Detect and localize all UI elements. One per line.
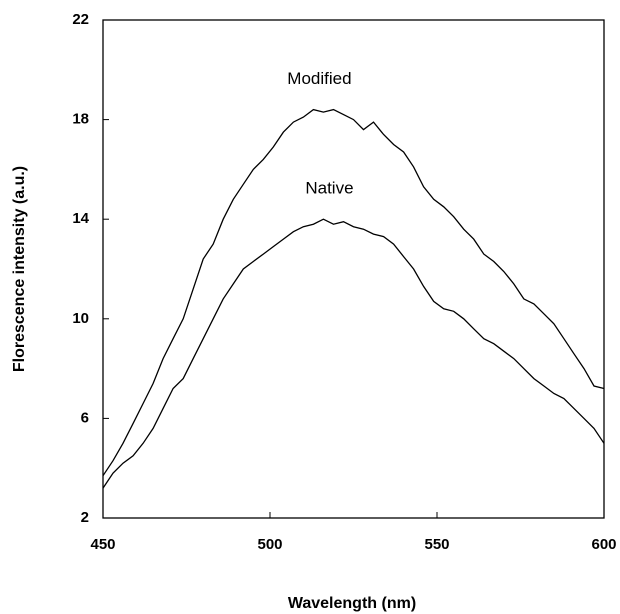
y-tick-label: 18 [72, 111, 89, 128]
x-tick-label: 550 [424, 536, 449, 553]
y-tick-label: 2 [81, 509, 89, 526]
x-axis-title: Wavelength (nm) [288, 595, 416, 612]
y-tick-label: 22 [72, 11, 89, 28]
series-label: Native [305, 179, 353, 198]
series-line [102, 218, 605, 489]
series-line [102, 108, 605, 477]
x-tick-label: 600 [591, 536, 616, 553]
plot-frame [102, 19, 605, 519]
y-tick-label: 14 [72, 210, 89, 227]
y-tick-label: 6 [81, 409, 89, 426]
y-tick-label: 10 [72, 310, 89, 327]
series-label: Modified [287, 69, 351, 88]
y-axis-title: Florescence intensity (a.u.) [11, 166, 28, 372]
x-tick-label: 450 [90, 536, 115, 553]
x-tick-label: 500 [257, 536, 282, 553]
